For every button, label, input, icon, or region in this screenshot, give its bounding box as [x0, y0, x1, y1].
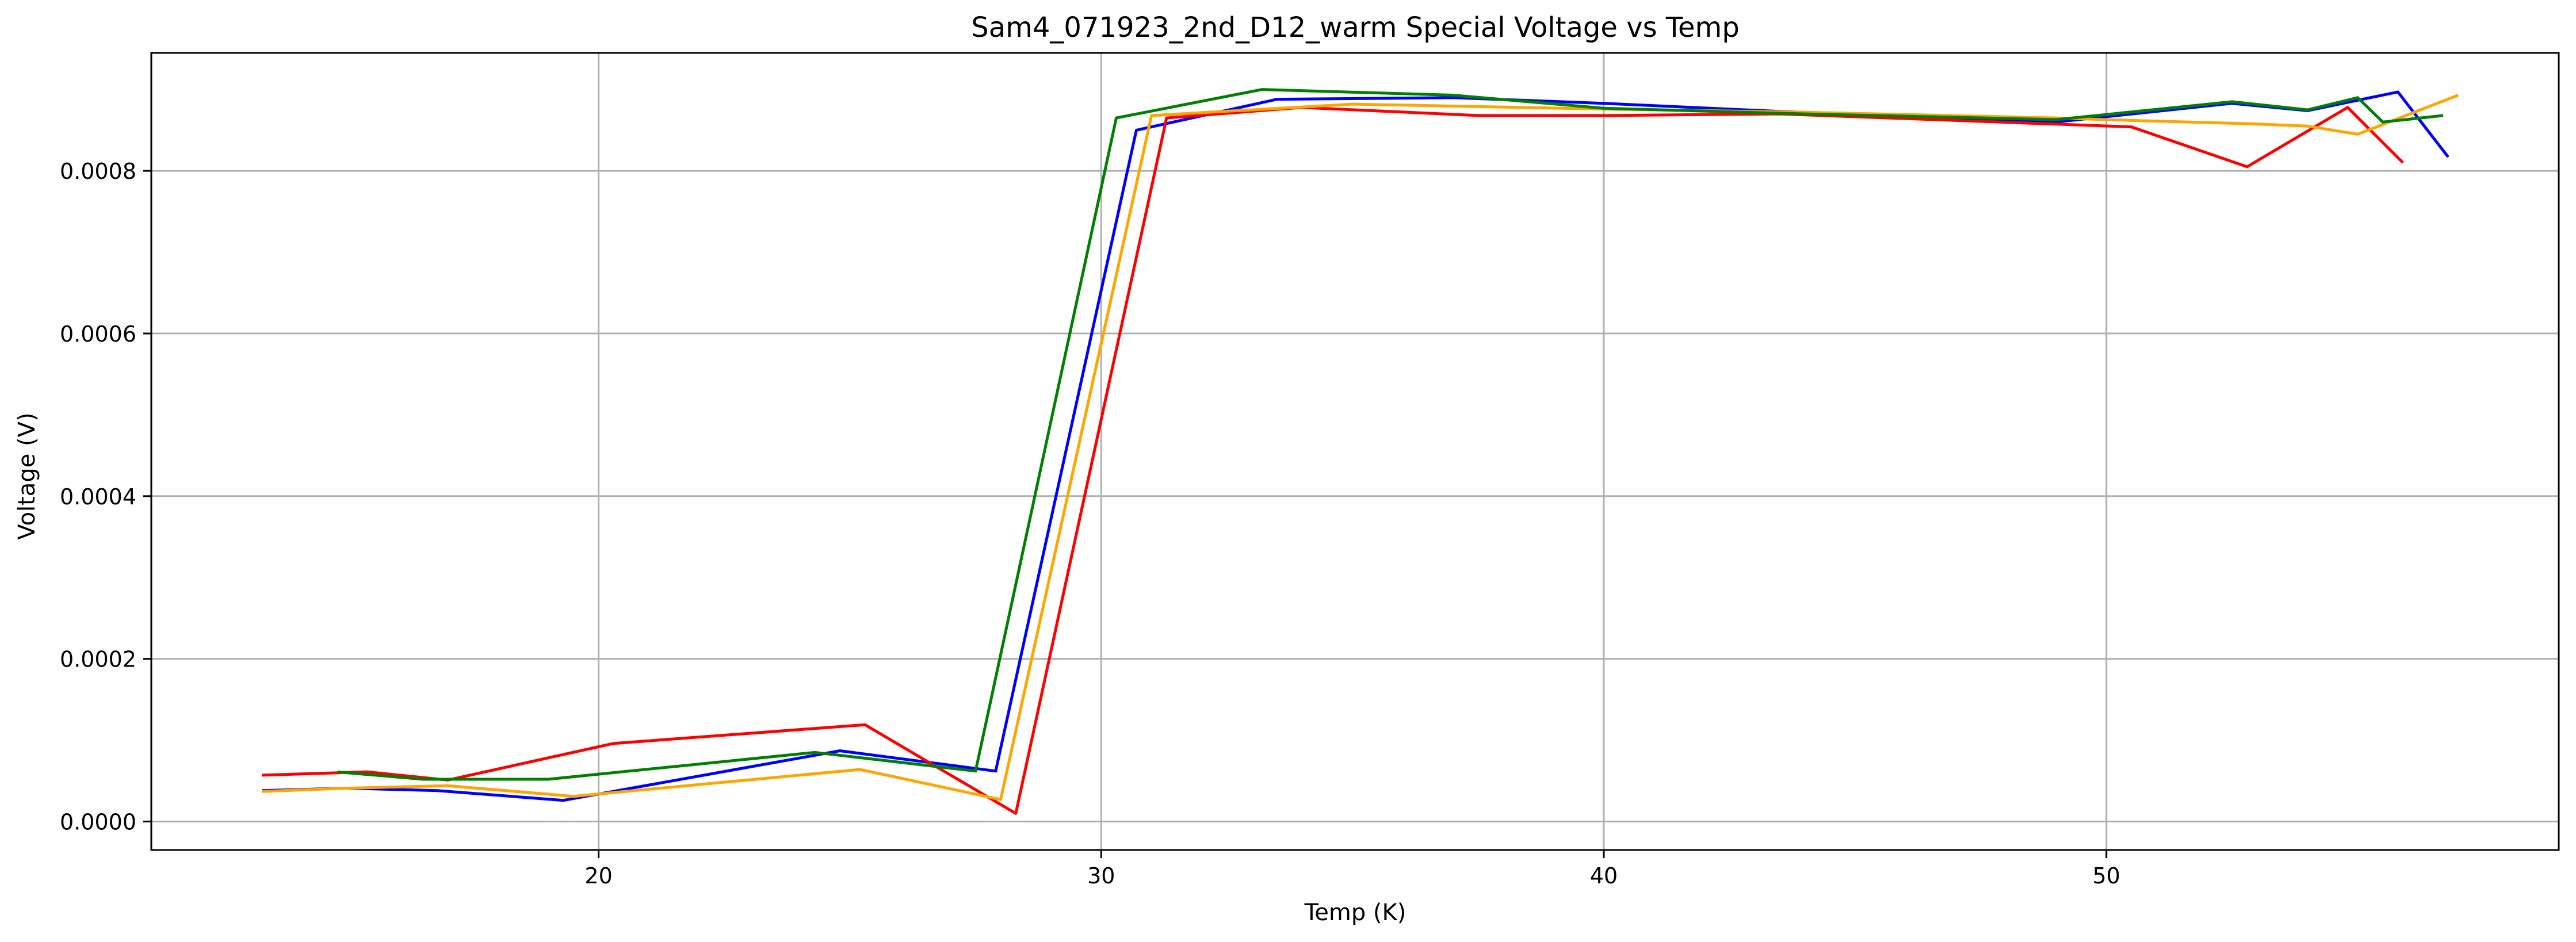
y-axis-ticks: 0.0000 0.0002 0.0004 0.0006 0.0008: [60, 159, 151, 835]
y-tick-label: 0.0006: [60, 321, 136, 347]
series-line-2: [262, 106, 2404, 815]
chart-title: Sam4_071923_2nd_D12_warm Special Voltage…: [971, 12, 1740, 44]
x-axis-ticks: 20 30 40 50: [584, 850, 2120, 889]
y-tick-label: 0.0008: [60, 159, 136, 184]
y-tick-label: 0.0002: [60, 647, 136, 672]
series-lines: [262, 88, 2459, 815]
y-axis-label: Voltage (V): [14, 412, 40, 539]
series-line-3: [262, 94, 2459, 801]
y-tick-label: 0.0004: [60, 484, 136, 510]
y-tick-label: 0.0000: [60, 810, 136, 835]
x-tick-label: 30: [1087, 863, 1115, 889]
grid-lines: [151, 53, 2559, 850]
x-tick-label: 20: [584, 863, 612, 889]
x-tick-label: 50: [2092, 863, 2120, 889]
x-axis-label: Temp (K): [1304, 899, 1407, 926]
x-tick-label: 40: [1590, 863, 1618, 889]
plot-frame: [150, 52, 2560, 851]
series-line-4: [337, 88, 2444, 781]
series-line-1: [262, 90, 2449, 802]
